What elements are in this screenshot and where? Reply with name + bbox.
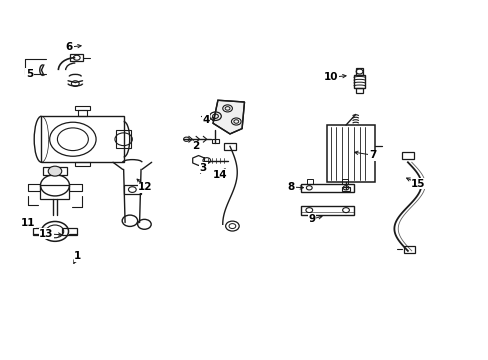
Bar <box>33 228 48 235</box>
Bar <box>62 228 77 235</box>
Bar <box>342 187 349 191</box>
Text: 6: 6 <box>66 42 73 52</box>
Text: 13: 13 <box>39 229 53 239</box>
Bar <box>75 106 90 110</box>
Bar <box>212 139 219 143</box>
Text: 1: 1 <box>74 251 81 261</box>
Circle shape <box>48 166 61 176</box>
Bar <box>223 143 236 150</box>
Bar <box>301 184 353 192</box>
Text: 2: 2 <box>192 141 200 151</box>
Text: 7: 7 <box>368 150 376 160</box>
Bar <box>403 246 414 253</box>
Bar <box>355 68 363 76</box>
Bar <box>355 88 363 93</box>
Bar <box>69 184 81 191</box>
Text: 15: 15 <box>410 179 425 189</box>
Text: 8: 8 <box>287 182 294 192</box>
Bar <box>78 110 87 116</box>
Text: 14: 14 <box>213 170 227 180</box>
Polygon shape <box>213 100 244 134</box>
Bar <box>41 185 69 199</box>
Bar <box>301 206 353 215</box>
Bar <box>75 162 90 166</box>
Bar <box>41 116 123 162</box>
Text: 5: 5 <box>26 69 33 79</box>
Text: 12: 12 <box>138 182 152 192</box>
Text: 11: 11 <box>20 217 35 228</box>
Bar <box>70 54 82 61</box>
Bar <box>401 152 413 159</box>
Bar <box>123 185 141 194</box>
Bar <box>307 179 312 184</box>
Bar <box>28 184 41 191</box>
Text: 4: 4 <box>202 115 209 125</box>
Text: 9: 9 <box>308 214 315 224</box>
Text: 10: 10 <box>324 72 338 82</box>
Bar <box>326 125 374 182</box>
Bar <box>353 76 365 88</box>
Bar <box>342 179 347 184</box>
Bar <box>116 130 131 148</box>
Bar <box>43 167 67 175</box>
Text: 3: 3 <box>200 163 206 172</box>
